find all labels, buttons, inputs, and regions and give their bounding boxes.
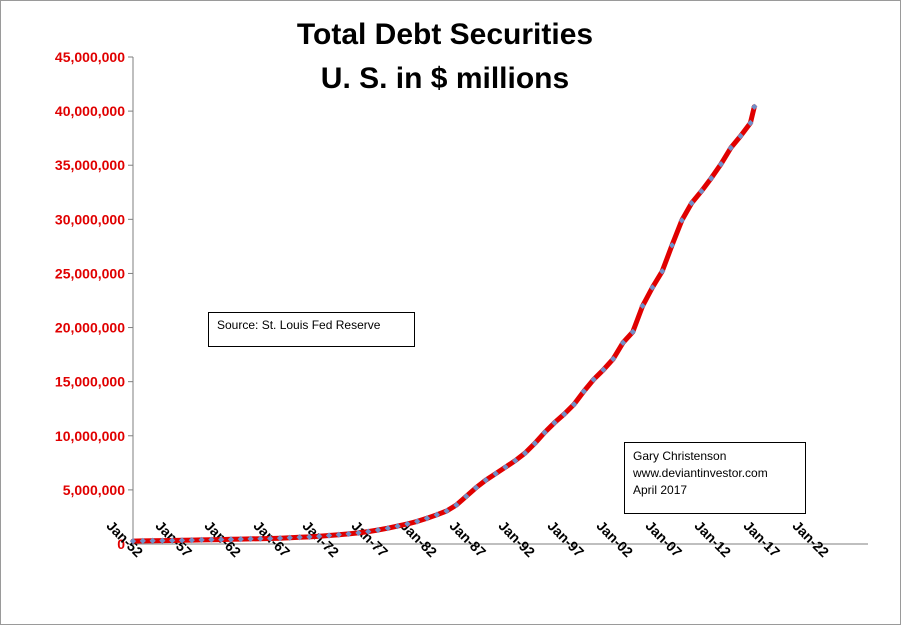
data-point	[335, 531, 342, 538]
data-point	[296, 534, 303, 541]
data-point	[482, 477, 489, 484]
author-date: April 2017	[633, 483, 688, 497]
y-tick-label: 0	[117, 536, 125, 552]
data-point	[512, 457, 519, 464]
author-annotation-box: Gary Christenson www.deviantinvestor.com…	[624, 442, 806, 514]
data-point	[580, 388, 587, 395]
data-point	[747, 119, 754, 127]
y-tick-label: 45,000,000	[55, 49, 125, 65]
y-tick-label: 10,000,000	[55, 428, 125, 444]
x-tick-label: Jan-07	[643, 517, 686, 560]
x-tick-label: Jan-92	[496, 517, 539, 560]
x-tick-label: Jan-17	[741, 517, 784, 560]
x-tick-label: Jan-77	[349, 517, 392, 560]
y-tick-label: 40,000,000	[55, 103, 125, 119]
data-point	[198, 536, 205, 544]
data-point	[443, 507, 450, 515]
y-tick-label: 15,000,000	[55, 374, 125, 390]
y-tick-label: 25,000,000	[55, 265, 125, 281]
x-tick-label: Jan-97	[545, 517, 588, 560]
chart-title-line2: U. S. in $ millions	[320, 62, 570, 95]
x-tick-label: Jan-87	[447, 517, 490, 560]
data-point	[531, 440, 538, 447]
data-point	[551, 419, 558, 426]
author-name: Gary Christenson	[633, 449, 727, 463]
data-point	[374, 526, 382, 534]
data-point	[678, 217, 685, 224]
data-point	[267, 535, 274, 542]
data-point	[717, 161, 725, 168]
source-annotation-box: Source: St. Louis Fed Reserve	[208, 312, 415, 347]
x-tick-label: Jan-12	[692, 517, 735, 560]
author-website: www.deviantinvestor.com	[633, 466, 768, 480]
data-point	[502, 464, 509, 471]
source-text: Source: St. Louis Fed Reserve	[217, 318, 381, 332]
data-point	[276, 535, 284, 542]
data-point	[149, 537, 156, 544]
data-point	[639, 302, 646, 310]
data-point	[453, 501, 460, 509]
data-point	[649, 284, 656, 291]
y-tick-label: 35,000,000	[55, 157, 125, 173]
y-tick-label: 5,000,000	[63, 482, 125, 498]
data-point	[423, 515, 431, 522]
chart-title-line1: Total Debt Securities	[296, 18, 594, 51]
y-tick-label: 30,000,000	[55, 211, 125, 227]
data-point	[610, 355, 617, 363]
y-tick-label: 20,000,000	[55, 320, 125, 336]
data-point	[659, 268, 666, 275]
data-point	[698, 188, 705, 195]
data-point	[325, 532, 333, 539]
data-point	[188, 536, 195, 544]
data-point	[247, 535, 254, 543]
x-tick-label: Jan-22	[790, 517, 833, 560]
x-tick-label: Jan-02	[594, 517, 637, 560]
data-point	[600, 366, 607, 373]
